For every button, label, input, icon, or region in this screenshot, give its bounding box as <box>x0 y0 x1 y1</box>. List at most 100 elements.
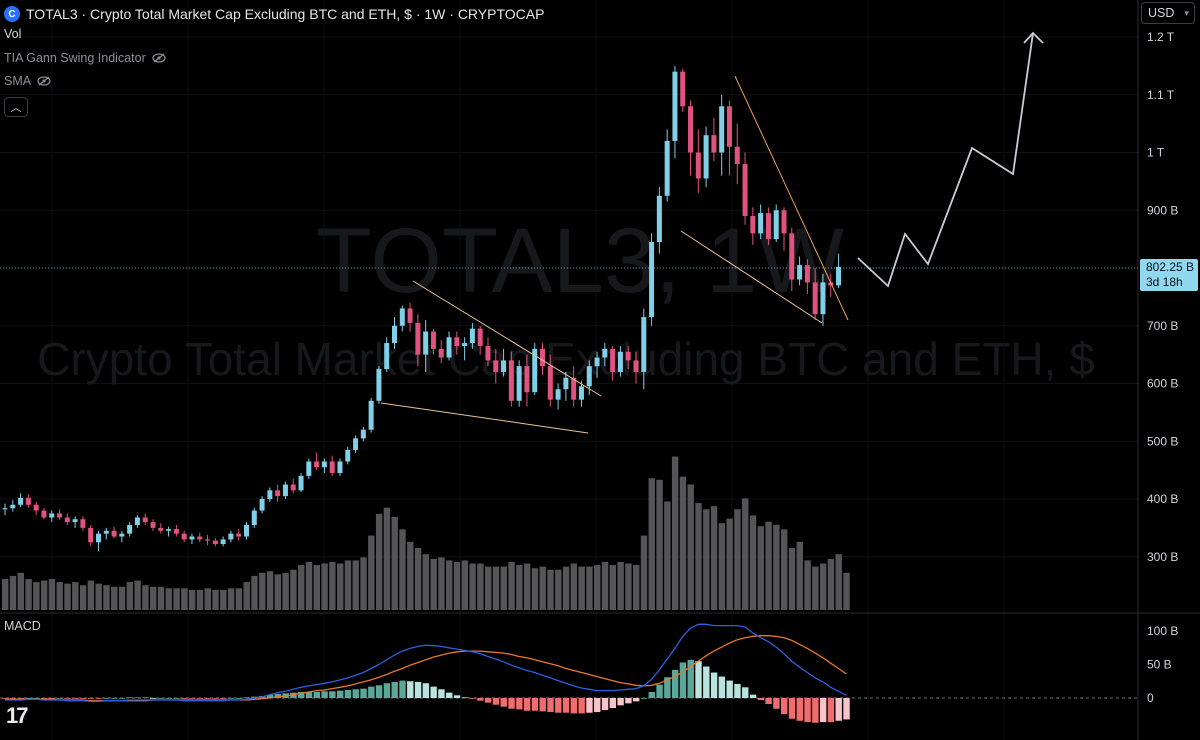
macd-histogram-bar <box>594 698 601 713</box>
candle-body <box>703 135 709 179</box>
candle-body <box>72 519 78 523</box>
volume-bar <box>220 589 227 610</box>
indicator-gann[interactable]: TIA Gann Swing Indicator <box>4 51 166 65</box>
indicator-sma[interactable]: SMA <box>4 74 51 88</box>
macd-signal-line <box>5 635 847 702</box>
candle-body <box>49 513 55 518</box>
trend-drawings <box>380 31 1044 434</box>
macd-histogram-bar <box>95 698 102 699</box>
volume-bar <box>516 565 523 610</box>
candle-body <box>485 345 491 361</box>
eye-hidden-icon[interactable] <box>152 53 166 63</box>
macd-histogram-bar <box>469 698 476 699</box>
candle-body <box>384 343 390 370</box>
price-axis-label: 300 B <box>1147 550 1178 564</box>
indicator-gann-label: TIA Gann Swing Indicator <box>4 51 146 65</box>
volume-bar <box>25 579 32 610</box>
macd-histogram-bar <box>25 698 32 699</box>
candle-body <box>150 522 156 528</box>
candle-body <box>789 233 795 280</box>
macd-histogram-bar <box>453 695 461 698</box>
indicator-vol-label: Vol <box>4 27 22 41</box>
candle-body <box>571 377 577 400</box>
macd-histogram-bar <box>500 698 507 707</box>
candle-body <box>430 331 436 349</box>
candle-body <box>758 213 764 234</box>
candle-body <box>298 475 304 491</box>
macd-histogram-bar <box>383 683 391 698</box>
currency-selector[interactable]: USD ▾ <box>1141 2 1195 24</box>
macd-histogram-bar <box>640 698 648 699</box>
candle-body <box>329 461 335 474</box>
macd-histogram-bar <box>9 698 17 699</box>
volume-bar <box>111 586 118 610</box>
macd-histogram-bar <box>165 698 172 699</box>
price-axis-label: 900 B <box>1147 203 1178 217</box>
volume-bar <box>726 518 733 610</box>
macd-axis[interactable]: 100 B 50 B 0 <box>1147 624 1178 705</box>
macd-histogram-bar <box>375 685 383 698</box>
candle-body <box>438 348 444 358</box>
volume-bar <box>274 574 282 610</box>
collapse-legend-button[interactable]: ︿ <box>4 97 28 117</box>
last-price-value: 802.25 B <box>1146 260 1195 274</box>
volume-bar <box>656 479 663 610</box>
volume-bar <box>539 566 546 610</box>
volume-bar <box>469 563 476 610</box>
volume-bar <box>835 554 842 610</box>
volume-bars <box>2 456 850 610</box>
macd-histogram-bar <box>773 698 780 709</box>
eye-hidden-icon[interactable] <box>37 76 51 86</box>
candle-body <box>610 348 616 372</box>
candle-body <box>368 400 374 430</box>
macd-histogram-bar <box>788 698 796 719</box>
candle-body <box>205 539 211 541</box>
candle-body <box>275 490 281 497</box>
price-axis-label: 600 B <box>1147 377 1178 391</box>
macd-histogram-bar <box>508 698 515 709</box>
volume-bar <box>664 501 671 610</box>
candle-body <box>469 328 475 344</box>
volume-bar <box>336 563 344 610</box>
candle-body <box>688 106 694 153</box>
candle-body <box>493 360 499 372</box>
volume-bar <box>290 569 297 610</box>
macd-histogram-bar <box>484 698 492 703</box>
macd-histogram-bar <box>266 694 274 698</box>
volume-bar <box>118 586 126 610</box>
volume-bar <box>438 557 445 610</box>
chart-header: C TOTAL3 · Crypto Total Market Cap Exclu… <box>4 5 544 23</box>
volume-bar <box>586 566 593 610</box>
candlesticks <box>2 65 842 551</box>
symbol-title[interactable]: TOTAL3 · Crypto Total Market Cap Excludi… <box>26 6 545 22</box>
volume-bar <box>329 561 336 610</box>
candle-body <box>399 308 405 326</box>
candle-body <box>695 152 701 179</box>
macd-title[interactable]: MACD <box>4 619 41 633</box>
candle-body <box>80 519 86 528</box>
macd-histogram-bar <box>196 698 204 699</box>
macd-histogram-bar <box>220 698 227 699</box>
candle-body <box>547 366 553 400</box>
macd-histogram-bar <box>578 698 585 714</box>
indicator-vol[interactable]: Vol <box>4 27 21 41</box>
volume-bar <box>399 529 406 610</box>
candle-body <box>103 530 109 534</box>
candle-body <box>423 331 429 355</box>
macd-histogram-bar <box>344 689 352 698</box>
volume-bar <box>601 561 609 610</box>
tradingview-logo[interactable]: 17 <box>6 703 29 728</box>
volume-bar <box>33 582 40 610</box>
candle-body <box>259 499 265 511</box>
volume-bar <box>796 541 803 610</box>
watermark: TOTAL3, 1W Crypto Total Market Cap Exclu… <box>37 210 1095 385</box>
volume-bar <box>298 565 305 610</box>
macd-histogram <box>2 659 850 723</box>
candle-body <box>212 540 218 545</box>
macd-histogram-bar <box>726 680 733 698</box>
macd-histogram-bar <box>305 691 313 698</box>
volume-bar <box>484 566 492 610</box>
macd-histogram-bar <box>188 698 196 699</box>
